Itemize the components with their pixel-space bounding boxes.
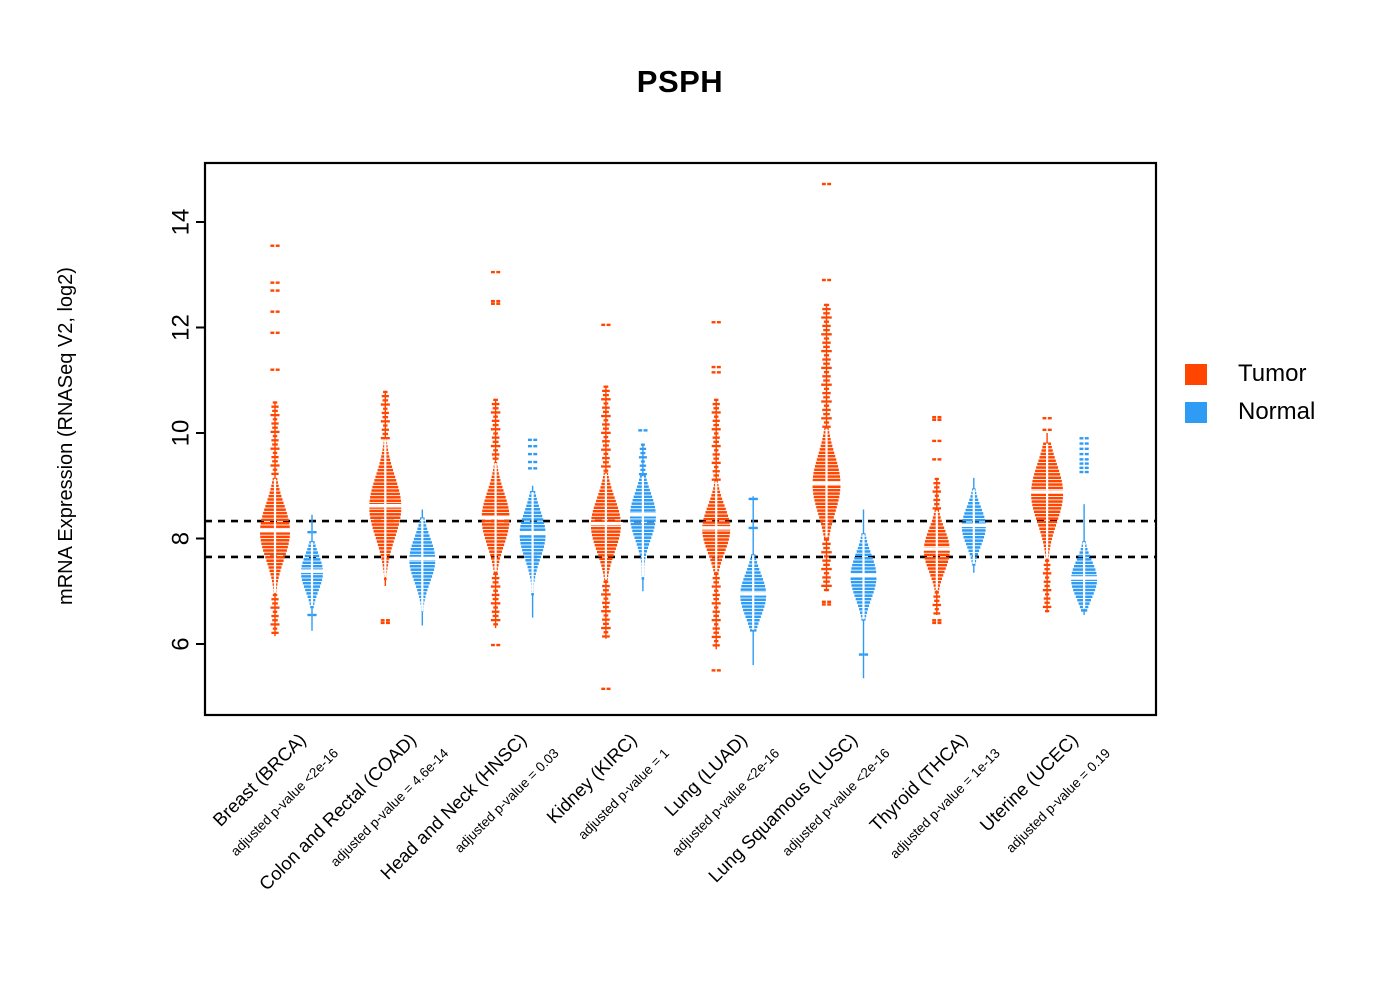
violin-tumor-0 <box>258 244 292 637</box>
violin-normal-4 <box>738 496 769 666</box>
violin-tumor-5 <box>810 182 843 606</box>
normal-swatch-icon <box>1185 401 1207 423</box>
x-category-label: Lung (LUAD) <box>660 729 751 820</box>
tumor-swatch-icon <box>1185 363 1207 385</box>
chart-title: PSPH <box>636 64 724 99</box>
legend-label-tumor: Tumor <box>1238 360 1307 387</box>
violin-normal-7 <box>1069 437 1100 615</box>
violin-normal-1 <box>407 509 438 626</box>
violin-tumor-1 <box>367 390 404 625</box>
plot-border <box>203 161 1158 717</box>
violin-normal-6 <box>959 477 988 573</box>
violin-tumor-6 <box>921 415 952 625</box>
violin-tumor-2 <box>479 270 512 647</box>
y-tick-label: 6 <box>167 637 194 650</box>
x-category-label: Kidney (KIRC) <box>542 729 640 827</box>
legend-item-normal: Normal <box>1185 400 1315 424</box>
legend-item-tumor: Tumor <box>1185 362 1315 386</box>
violin-tumor-3 <box>588 323 623 691</box>
violin-tumor-7 <box>1029 417 1066 613</box>
violin-tumor-4 <box>700 321 733 672</box>
legend: Tumor Normal <box>1185 362 1315 438</box>
y-tick-label: 14 <box>167 209 194 236</box>
legend-label-normal: Normal <box>1238 398 1316 425</box>
y-tick-label: 12 <box>167 314 194 341</box>
violin-normal-5 <box>848 509 879 679</box>
violin-normal-3 <box>627 429 658 592</box>
violin-normal-0 <box>299 514 325 631</box>
y-tick-label: 10 <box>167 420 194 447</box>
x-category-label: Breast (BRCA) <box>208 729 309 830</box>
y-tick-label: 8 <box>167 532 194 545</box>
violin-normal-2 <box>517 438 548 618</box>
